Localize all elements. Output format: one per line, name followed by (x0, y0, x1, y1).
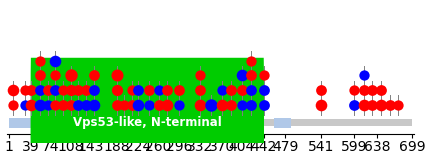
Point (238, 104, 245, 106)
Point (37, 104, 43, 106)
Point (219, 89, 226, 92)
Bar (9, 118, 31, 128)
Point (360, 74, 367, 77)
Point (21, 89, 28, 92)
Point (260, 74, 267, 77)
Point (21, 104, 28, 106)
Point (227, 89, 234, 92)
Point (37, 59, 43, 62)
Point (219, 104, 226, 106)
Point (248, 104, 255, 106)
Point (51, 74, 58, 77)
Point (369, 104, 376, 106)
Point (51, 104, 58, 106)
Point (317, 89, 324, 92)
Point (129, 104, 135, 106)
Point (248, 89, 255, 92)
Point (378, 104, 384, 106)
Text: Vps53-like, N-terminal: Vps53-like, N-terminal (73, 116, 222, 129)
Point (90, 74, 97, 77)
Point (134, 104, 141, 106)
Point (51, 59, 58, 62)
Point (176, 89, 183, 92)
Bar (274, 118, 292, 128)
FancyBboxPatch shape (31, 58, 264, 159)
Point (164, 89, 171, 92)
Point (155, 104, 162, 106)
Point (260, 89, 267, 92)
Point (260, 104, 267, 106)
Point (44, 89, 51, 92)
Point (207, 104, 214, 106)
Point (395, 104, 402, 106)
Point (120, 104, 127, 106)
Point (378, 89, 384, 92)
Point (28, 89, 34, 92)
Point (83, 104, 90, 106)
Point (386, 104, 393, 106)
Point (146, 89, 153, 92)
Point (369, 89, 376, 92)
Point (197, 104, 203, 106)
Point (37, 89, 43, 92)
Point (37, 74, 43, 77)
Point (114, 74, 120, 77)
Point (114, 89, 120, 92)
Point (60, 89, 67, 92)
Point (164, 104, 171, 106)
Point (60, 104, 67, 106)
Point (9, 89, 16, 92)
Point (68, 74, 74, 77)
Point (74, 89, 81, 92)
Point (360, 104, 367, 106)
Point (129, 89, 135, 92)
Point (83, 89, 90, 92)
Point (9, 104, 16, 106)
Point (197, 89, 203, 92)
Point (51, 89, 58, 92)
Point (176, 104, 183, 106)
Point (68, 89, 74, 92)
Point (155, 89, 162, 92)
Point (44, 104, 51, 106)
Point (238, 74, 245, 77)
Point (317, 104, 324, 106)
Point (248, 59, 255, 62)
Point (248, 74, 255, 77)
Point (197, 74, 203, 77)
Point (68, 104, 74, 106)
Point (238, 89, 245, 92)
Point (360, 89, 367, 92)
Point (227, 104, 234, 106)
Point (28, 104, 34, 106)
Bar (9, 119, 412, 126)
Point (351, 89, 358, 92)
Point (90, 89, 97, 92)
Point (90, 104, 97, 106)
Point (351, 104, 358, 106)
Point (134, 89, 141, 92)
Point (146, 104, 153, 106)
Point (74, 104, 81, 106)
Point (114, 104, 120, 106)
